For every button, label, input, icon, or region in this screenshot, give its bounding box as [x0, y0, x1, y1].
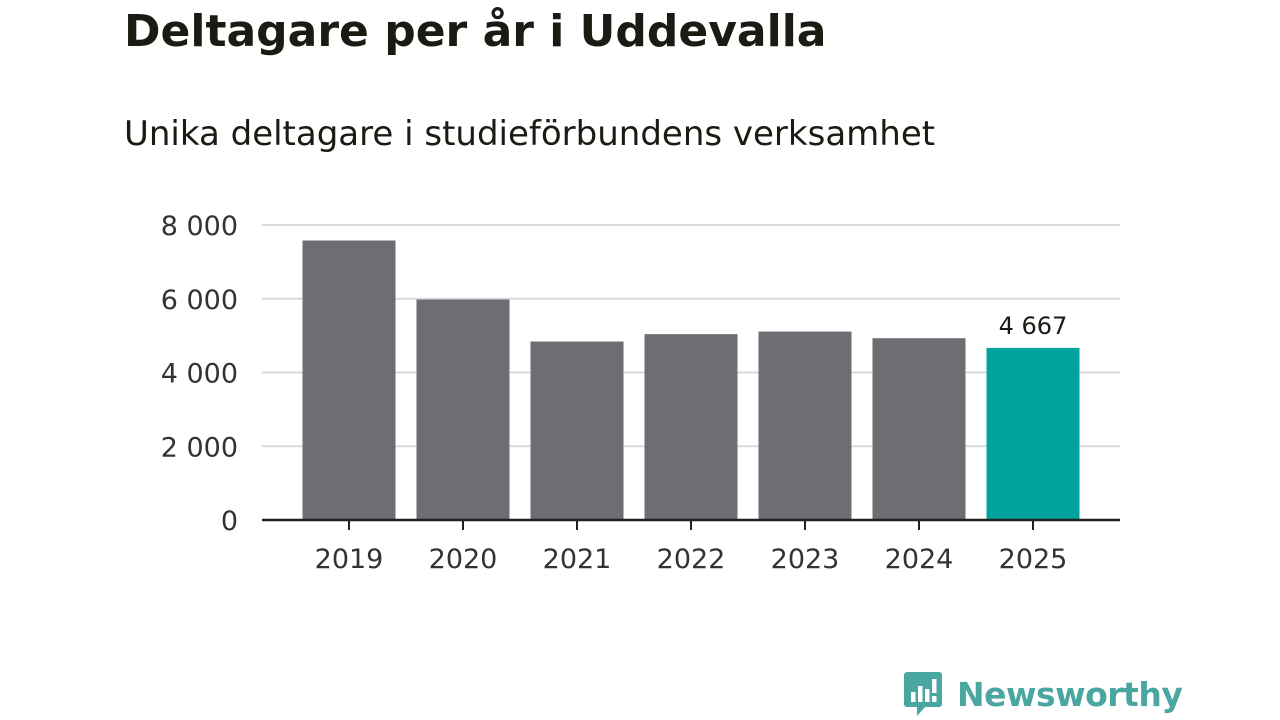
x-tick-label: 2019 — [315, 544, 384, 575]
bar — [986, 347, 1080, 520]
y-tick-label: 4 000 — [161, 359, 238, 390]
y-tick-label: 2 000 — [161, 432, 238, 463]
data-label: 4 667 — [999, 312, 1068, 340]
bar — [872, 338, 966, 520]
bar — [644, 334, 738, 520]
bar — [302, 240, 396, 521]
bar — [758, 331, 852, 520]
brand-name: Newsworthy — [957, 674, 1183, 714]
bar — [416, 299, 510, 520]
x-tick-label: 2020 — [429, 544, 498, 575]
bar — [530, 341, 624, 520]
bar-chart-speech-bubble-icon — [904, 672, 942, 716]
brand-logo: Newsworthy — [903, 670, 1183, 718]
chart-subtitle: Unika deltagare i studieförbundens verks… — [124, 114, 936, 154]
x-tick-label: 2025 — [999, 544, 1068, 575]
x-tick-label: 2023 — [771, 544, 840, 575]
x-tick-label: 2021 — [543, 544, 612, 575]
y-tick-label: 0 — [221, 506, 238, 537]
x-tick-label: 2022 — [657, 544, 726, 575]
x-tick-label: 2024 — [885, 544, 954, 575]
y-tick-label: 6 000 — [161, 285, 238, 316]
chart-title: Deltagare per år i Uddevalla — [124, 6, 827, 57]
y-tick-label: 8 000 — [161, 211, 238, 242]
